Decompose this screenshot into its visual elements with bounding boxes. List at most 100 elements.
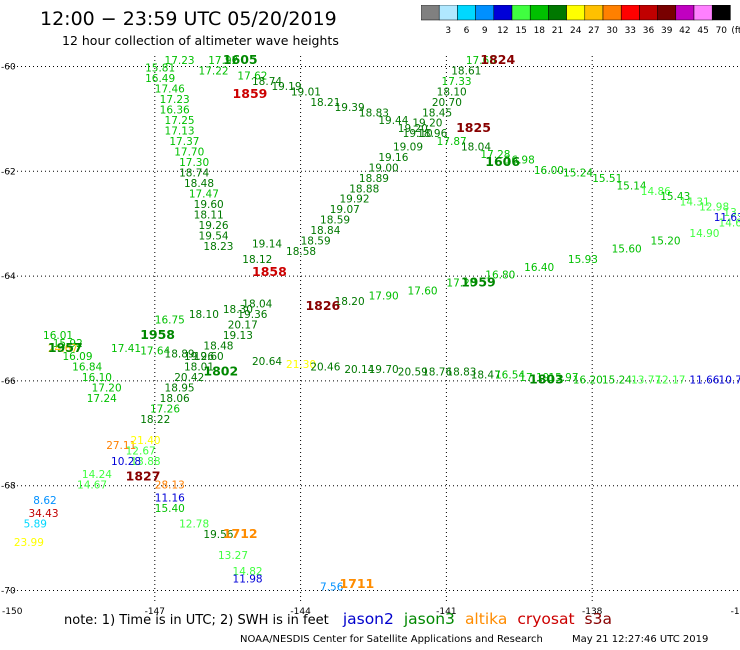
wave-height-point: 16.09: [62, 351, 92, 363]
wave-height-point: 18.83: [446, 367, 476, 379]
wave-height-point: 15.51: [592, 173, 622, 185]
color-bin-label: 27: [588, 26, 599, 36]
wave-height-point: 17.28: [480, 149, 510, 161]
x-tick-label: -144: [290, 607, 311, 617]
wave-height-point: 11.16: [155, 492, 185, 504]
x-tick-label: -13: [731, 607, 740, 617]
wave-height-point: 17.26: [150, 403, 180, 415]
wave-height-point: 17.24: [87, 393, 117, 405]
color-swatch: [693, 5, 713, 21]
y-tick-label: -62: [1, 167, 16, 177]
wave-height-point: 13.27: [218, 550, 248, 562]
wave-height-point: 11.63: [714, 212, 740, 224]
time-label: 1827: [126, 468, 161, 483]
wave-height-point: 17.19: [519, 372, 549, 384]
wave-height-point: 11.98: [233, 574, 263, 586]
wave-height-point: 18.88: [349, 183, 379, 195]
footer-timestamp: May 21 12:27:46 UTC 2019: [572, 634, 709, 645]
wave-height-point: 18.30: [223, 304, 253, 316]
wave-height-point: 17.64: [140, 346, 170, 358]
wave-height-point: 18.23: [203, 241, 233, 253]
y-tick-label: -64: [1, 272, 16, 282]
color-swatch: [620, 5, 640, 21]
wave-height-point: 19.14: [252, 238, 282, 250]
color-swatch: [548, 5, 567, 21]
wave-height-point: 19.01: [291, 86, 321, 98]
wave-height-point: 18.89: [165, 348, 195, 360]
wave-height-point: 13.30: [723, 207, 740, 219]
wave-height-point: 14.24: [82, 469, 112, 481]
wave-height-point: 12.17: [655, 375, 685, 387]
wave-height-point: 16.80: [485, 270, 515, 282]
wave-height-point: 18.12: [242, 254, 272, 266]
color-swatch: [711, 5, 731, 21]
wave-height-point: 15.81: [145, 63, 175, 75]
color-bin-label: 42: [679, 26, 690, 36]
wave-height-point: 17.41: [111, 343, 141, 355]
wave-height-point: 15.24: [563, 168, 593, 180]
wave-height-point: 15.40: [155, 503, 185, 515]
wave-height-point: 28.13: [155, 479, 185, 491]
wave-height-point: 17.92: [208, 55, 238, 67]
wave-height-point: 18.96: [417, 128, 447, 140]
wave-height-point: 12.78: [179, 519, 209, 531]
legend-cryosat: cryosat: [517, 610, 575, 628]
color-swatch: [639, 5, 658, 21]
wave-height-point: 18.59: [320, 215, 350, 227]
color-bin-label: 21: [552, 26, 563, 36]
wave-height-point: 18.06: [160, 393, 190, 405]
color-swatch: [421, 5, 440, 21]
x-tick-label: -138: [582, 607, 603, 617]
wave-height-point: 34.43: [28, 508, 58, 520]
color-bin-label: 6: [464, 26, 470, 36]
color-bin-label: 36: [643, 26, 655, 36]
time-label: 1803: [529, 372, 564, 387]
wave-height-point: 14.31: [680, 196, 710, 208]
wave-height-point: 15.20: [651, 236, 681, 248]
color-swatch: [511, 5, 531, 21]
wave-height-point: 17.23: [160, 94, 190, 106]
color-bin-label: 45: [697, 26, 708, 36]
color-swatch: [584, 5, 604, 21]
color-swatch: [438, 5, 458, 21]
wave-height-point: 15.43: [660, 191, 690, 203]
wave-height-point: 17.65: [466, 55, 496, 67]
time-label: 1858: [252, 264, 287, 279]
y-tick-label: -70: [1, 587, 16, 597]
wave-height-point: 17.25: [165, 115, 195, 127]
color-swatch: [529, 5, 549, 21]
wave-height-point: 20.70: [432, 97, 462, 109]
color-bin-label: 39: [661, 26, 673, 36]
wave-height-point: 16.00: [534, 165, 564, 177]
data-points: 15.8116.4917.4617.2316.3617.2517.1317.37…: [14, 55, 740, 594]
wave-height-point: 19.26: [199, 220, 229, 232]
wave-height-point: 16.84: [72, 361, 102, 373]
wave-height-point: 20.14: [344, 364, 374, 376]
wave-height-point: 18.89: [359, 173, 389, 185]
wave-height-point: 19.70: [369, 364, 399, 376]
wave-height-point: 18.04: [461, 141, 491, 153]
wave-height-point: 10.28: [111, 456, 141, 468]
legend-jason2: jason2: [342, 610, 394, 628]
grid: [9, 56, 738, 601]
wave-height-point: 18.48: [184, 178, 214, 190]
color-unit-label: (ft): [731, 26, 740, 36]
time-label: 1712: [223, 526, 258, 541]
color-bin-label: 70: [716, 26, 728, 36]
color-bin-label: 9: [482, 26, 488, 36]
wave-height-point: 18.47: [471, 369, 501, 381]
wave-height-point: 19.16: [378, 152, 408, 164]
footer: NOAA/NESDIS Center for Satellite Applica…: [240, 634, 708, 645]
wave-height-point: 14.86: [641, 186, 671, 198]
wave-height-point: 18.45: [422, 107, 452, 119]
wave-height-point: 18.48: [203, 340, 233, 352]
wave-height-point: 19.13: [223, 330, 253, 342]
color-swatch: [457, 5, 476, 21]
color-swatch: [493, 5, 513, 21]
wave-height-point: 16.10: [82, 372, 112, 384]
wave-height-point: 18.04: [242, 299, 272, 311]
wave-height-point: 21.30: [286, 359, 316, 371]
wave-height-point: 5.89: [24, 519, 47, 531]
